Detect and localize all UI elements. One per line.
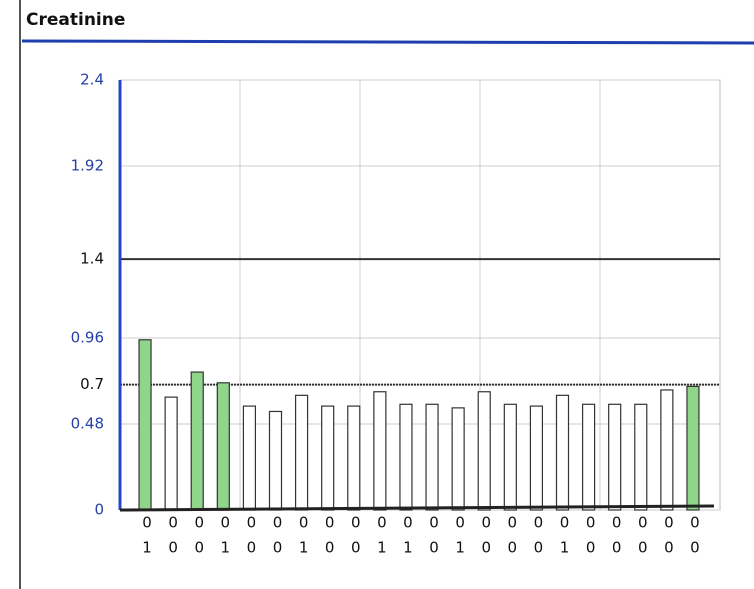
x-tick-label: 0: [168, 539, 178, 557]
bar: [661, 390, 673, 510]
x-tick-label: 0: [481, 514, 491, 532]
x-tick-label: 0: [273, 539, 283, 557]
bar: [348, 406, 360, 510]
x-tick-label: 0: [142, 514, 152, 532]
x-tick-label: 0: [508, 514, 518, 532]
chart: Creatinine 00.480.70.961.41.922.40100000…: [0, 0, 754, 589]
bar: [217, 383, 229, 510]
x-tick-label: 0: [586, 514, 596, 532]
y-tick-label: 1.4: [80, 250, 104, 268]
x-tick-label: 0: [194, 539, 204, 557]
x-tick-label: 0: [534, 539, 544, 557]
x-tick-label: 0: [194, 514, 204, 532]
x-tick-label: 1: [455, 539, 465, 557]
x-tick-label: 0: [612, 514, 622, 532]
x-tick-label: 1: [221, 539, 231, 557]
x-tick-label: 0: [325, 514, 335, 532]
x-tick-label: 0: [664, 539, 674, 557]
x-tick-label: 0: [273, 514, 283, 532]
x-tick-label: 0: [429, 514, 439, 532]
x-tick-label: 1: [142, 539, 152, 557]
bar: [557, 395, 569, 510]
x-tick-label: 0: [560, 514, 570, 532]
bar: [374, 392, 386, 510]
x-tick-label: 0: [638, 514, 648, 532]
x-tick-label: 0: [403, 514, 413, 532]
bar: [687, 386, 699, 510]
bar: [165, 397, 177, 510]
x-tick-label: 0: [429, 539, 439, 557]
bar: [296, 395, 308, 510]
x-tick-label: 0: [299, 514, 309, 532]
x-tick-label: 0: [638, 539, 648, 557]
x-tick-label: 0: [690, 539, 700, 557]
bar: [609, 404, 621, 510]
x-tick-label: 0: [325, 539, 335, 557]
bar: [452, 408, 464, 510]
x-tick-label: 0: [481, 539, 491, 557]
plot-area: [120, 80, 720, 510]
x-tick-label: 0: [351, 539, 361, 557]
x-tick-label: 0: [690, 514, 700, 532]
title-underline: [22, 41, 754, 43]
x-tick-label: 0: [508, 539, 518, 557]
bar: [243, 406, 255, 510]
x-tick-label: 0: [377, 514, 387, 532]
x-tick-label: 0: [455, 514, 465, 532]
bar: [191, 372, 203, 510]
bar: [400, 404, 412, 510]
x-tick-label: 1: [560, 539, 570, 557]
bar: [635, 404, 647, 510]
bar: [426, 404, 438, 510]
x-tick-label: 0: [247, 514, 257, 532]
x-tick-label: 0: [612, 539, 622, 557]
x-tick-label: 0: [247, 539, 257, 557]
y-tick-label: 0: [94, 501, 104, 519]
bar: [270, 411, 282, 510]
x-tick-label: 1: [403, 539, 413, 557]
x-tick-label: 0: [664, 514, 674, 532]
y-tick-label: 1.92: [71, 157, 104, 175]
x-tick-label: 0: [586, 539, 596, 557]
y-tick-label: 2.4: [80, 71, 104, 89]
screen: Creatinine 00.480.70.961.41.922.40100000…: [0, 0, 754, 589]
x-tick-label: 1: [377, 539, 387, 557]
bar: [139, 340, 151, 510]
bar: [504, 404, 516, 510]
y-tick-label: 0.7: [80, 375, 104, 393]
chart-title: Creatinine: [26, 10, 125, 30]
x-tick-label: 0: [351, 514, 361, 532]
bar: [583, 404, 595, 510]
x-tick-label: 0: [168, 514, 178, 532]
bar: [530, 406, 542, 510]
x-tick-label: 0: [221, 514, 231, 532]
bar: [478, 392, 490, 510]
x-tick-label: 1: [299, 539, 309, 557]
y-tick-label: 0.48: [71, 415, 104, 433]
x-tick-label: 0: [534, 514, 544, 532]
y-tick-label: 0.96: [71, 329, 104, 347]
bar: [322, 406, 334, 510]
